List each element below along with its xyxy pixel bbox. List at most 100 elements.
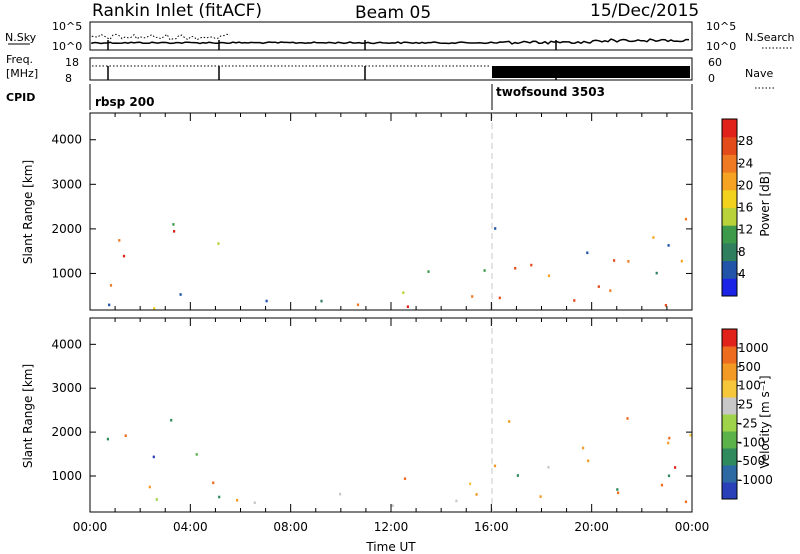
vel-cell — [403, 477, 407, 480]
power-cell — [483, 269, 486, 272]
power-ytick-label: 2000 — [51, 222, 82, 236]
vel-cell — [660, 483, 664, 487]
nsky-tick-top: 10^5 — [52, 20, 82, 33]
power-cell — [684, 217, 688, 221]
vel-cell — [391, 504, 394, 507]
power-cell — [108, 303, 111, 307]
vel-ytick-label: 3000 — [51, 381, 82, 395]
vel-ytick-label: 4000 — [51, 337, 82, 351]
power-cell — [320, 299, 323, 303]
nsearch-tick-bottom: 10^0 — [706, 40, 736, 53]
nsearch-label: N.Search — [745, 31, 795, 44]
power-cell — [613, 259, 616, 262]
power-scatter — [108, 217, 688, 310]
power-cell — [109, 284, 113, 287]
power-cell — [471, 295, 474, 298]
vel-cell — [582, 446, 585, 450]
power-colorbar-tick: 4 — [738, 267, 746, 281]
power-cell — [122, 254, 126, 258]
vel-ytick-label: 2000 — [51, 425, 82, 439]
power-colorbar-swatch — [722, 119, 737, 138]
power-cell — [498, 296, 501, 300]
vel-cell — [617, 491, 620, 495]
vel-colorbar-swatch — [722, 380, 737, 398]
power-cell — [586, 251, 589, 255]
power-colorbar-swatch — [722, 136, 737, 155]
x-tick-label: 00:00 — [73, 520, 108, 534]
power-colorbar-swatch — [722, 189, 737, 208]
nsky-label: N.Sky — [5, 31, 37, 44]
power-cell — [652, 236, 655, 239]
velocity-colorbar: 1000 500 100 25 -25 -100 -500 -1000 Velocity [m… — [721, 328, 773, 500]
vel-colorbar-tick: 25 — [738, 398, 753, 412]
vel-cell — [469, 482, 472, 486]
power-colorbar-swatch — [722, 172, 737, 191]
vel-cell — [152, 455, 155, 459]
power-ytick-label: 1000 — [51, 266, 82, 280]
freq-tick-top: 18 — [65, 56, 79, 69]
power-panel: 1000 2000 3000 4000 Slant Range [km] — [21, 112, 693, 311]
velocity-scatter — [106, 417, 692, 507]
power-colorbar-tick: 28 — [738, 134, 753, 148]
power-cell — [356, 303, 360, 307]
power-ytick-label: 3000 — [51, 177, 82, 191]
power-colorbar-tick: 24 — [738, 156, 753, 170]
power-cell — [217, 242, 220, 245]
power-colorbar-tick: 8 — [738, 245, 746, 259]
power-colorbar-swatch — [722, 278, 737, 297]
vel-colorbar-tick: -100 — [738, 435, 765, 449]
power-cell — [664, 304, 667, 307]
vel-cell — [155, 498, 158, 501]
vel-cell — [587, 459, 590, 463]
vel-colorbar-swatch — [722, 329, 737, 347]
cpid-label: CPID — [6, 91, 35, 104]
vel-cell — [668, 436, 671, 440]
power-cell — [173, 230, 176, 233]
freq-tick-bottom: 8 — [65, 72, 72, 85]
vel-cell — [674, 466, 677, 469]
vel-cell — [475, 493, 478, 496]
nsky-panel: N.Sky 10^5 10^0 10^5 10^0 N.Search — [5, 20, 795, 53]
velocity-colorbar-label: Velocity [m s⁻¹] — [758, 375, 772, 468]
velocity-ylabel: Slant Range [km] — [21, 364, 35, 468]
vel-cell — [626, 417, 629, 420]
nave-tick-top: 60 — [708, 56, 722, 69]
nsky-trace — [91, 38, 690, 45]
nsky-tick-bottom: 10^0 — [52, 40, 82, 53]
cpid-panel: CPID rbsp 200 twofsound 3503 — [6, 84, 693, 110]
power-colorbar-tick: 12 — [738, 223, 753, 237]
power-colorbar-swatch — [722, 225, 737, 244]
power-cell — [172, 223, 175, 226]
nsearch-tick-top: 10^5 — [706, 20, 736, 33]
vel-cell — [689, 433, 692, 437]
vel-cell — [106, 437, 109, 441]
vel-cell — [455, 499, 458, 503]
power-cell — [118, 239, 121, 242]
vel-cell — [616, 488, 619, 491]
beam-title: Beam 05 — [355, 3, 431, 23]
power-cell — [265, 299, 268, 303]
vel-cell — [236, 499, 239, 502]
vel-colorbar-tick: -500 — [738, 454, 765, 468]
x-tick-label: 08:00 — [273, 520, 308, 534]
x-tick-label: 12:00 — [374, 520, 409, 534]
nsearch-trace — [91, 33, 231, 41]
x-axis-label: Time UT — [365, 540, 416, 554]
nave-label: Nave — [745, 67, 773, 80]
vel-colorbar-swatch — [722, 431, 737, 449]
cpid-segment-1: rbsp 200 — [95, 95, 154, 109]
vel-cell — [170, 418, 173, 422]
x-tick-label: 16:00 — [474, 520, 509, 534]
power-cell — [530, 263, 533, 267]
power-cell — [667, 244, 670, 247]
vel-colorbar-swatch — [722, 346, 737, 364]
x-tick-label: 04:00 — [173, 520, 208, 534]
power-cell — [547, 274, 551, 277]
power-colorbar-tick: 16 — [738, 201, 753, 215]
vel-colorbar-tick: -25 — [738, 416, 758, 430]
x-tick-label: 00:00 — [675, 520, 710, 534]
nave-trace — [492, 66, 690, 78]
vel-cell — [339, 492, 342, 496]
freq-label-line2: [MHz] — [6, 67, 38, 80]
